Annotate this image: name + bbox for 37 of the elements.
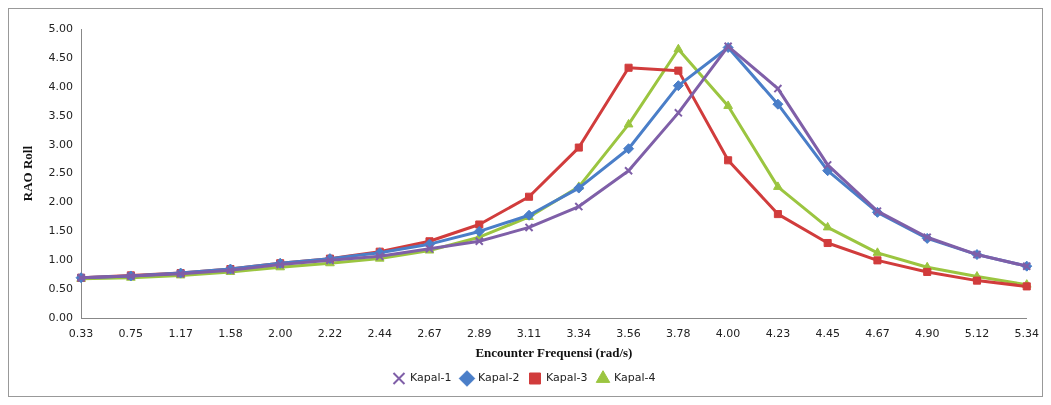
y-tick-label: 3.00 xyxy=(48,137,74,151)
x-tick-label: 4.67 xyxy=(865,326,890,340)
x-tick-label: 1.17 xyxy=(168,326,193,340)
x-tick-label: 4.23 xyxy=(765,326,791,340)
y-axis-title: RAO Roll xyxy=(20,145,36,202)
x-tick-label: 3.34 xyxy=(566,326,592,340)
x-tick-label: 2.22 xyxy=(317,326,343,340)
x-tick-label: 5.12 xyxy=(964,326,990,340)
x-tick-label: 4.00 xyxy=(715,326,741,340)
x-tick-label: 5.34 xyxy=(1014,326,1039,340)
x-tick-label: 4.90 xyxy=(914,326,940,340)
legend-label: Kapal-4 xyxy=(614,371,656,385)
y-tick-label: 2.00 xyxy=(48,195,74,209)
x-tick-label: 3.11 xyxy=(516,326,542,340)
x-tick-label: 3.56 xyxy=(616,326,641,340)
x-tick-label: 2.00 xyxy=(267,326,293,340)
y-tick-label: 0.50 xyxy=(48,282,74,296)
x-tick-label: 2.89 xyxy=(467,326,492,340)
y-tick-label: 1.00 xyxy=(48,253,74,267)
y-tick-label: 5.00 xyxy=(48,21,74,35)
y-tick-label: 3.50 xyxy=(48,108,74,122)
y-tick-label: 2.50 xyxy=(48,166,74,180)
x-tick-label: 1.58 xyxy=(218,326,243,340)
y-tick-label: 4.00 xyxy=(48,79,74,93)
legend-label: Kapal-3 xyxy=(546,371,588,385)
x-tick-label: 2.44 xyxy=(367,326,392,340)
legend-label: Kapal-1 xyxy=(409,371,452,385)
x-tick-label: 4.45 xyxy=(815,326,840,340)
legend-label: Kapal-2 xyxy=(477,371,520,385)
y-tick-label: 4.50 xyxy=(48,50,74,64)
y-tick-label: 1.50 xyxy=(48,224,74,238)
y-tick-label: 0.00 xyxy=(48,311,74,325)
x-tick-label: 3.78 xyxy=(666,326,691,340)
x-axis-title: Encounter Frequensi (rad/s) xyxy=(475,344,633,360)
x-tick-label: 0.33 xyxy=(68,326,94,340)
x-tick-label: 2.67 xyxy=(417,326,442,340)
x-tick-label: 0.75 xyxy=(118,326,144,340)
